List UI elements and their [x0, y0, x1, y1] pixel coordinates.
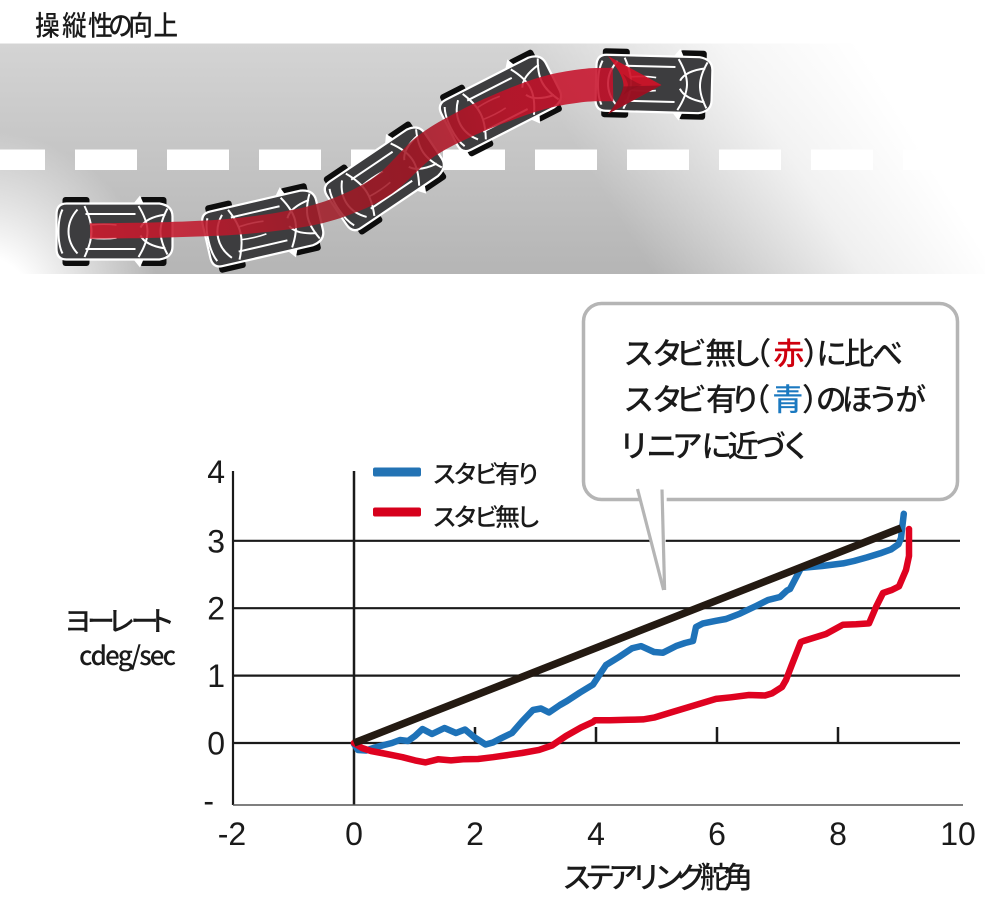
svg-text:8: 8	[829, 816, 847, 852]
svg-text:10: 10	[940, 816, 976, 852]
svg-text:-2: -2	[218, 816, 246, 852]
svg-text:3: 3	[207, 523, 225, 559]
svg-text:1: 1	[207, 658, 225, 694]
svg-text:4: 4	[207, 454, 225, 490]
svg-text:2: 2	[207, 591, 225, 627]
svg-text:0: 0	[207, 726, 225, 762]
svg-text:-: -	[203, 783, 214, 819]
svg-text:0: 0	[345, 816, 363, 852]
svg-text:4: 4	[587, 816, 605, 852]
svg-text:6: 6	[708, 816, 726, 852]
svg-text:2: 2	[466, 816, 484, 852]
